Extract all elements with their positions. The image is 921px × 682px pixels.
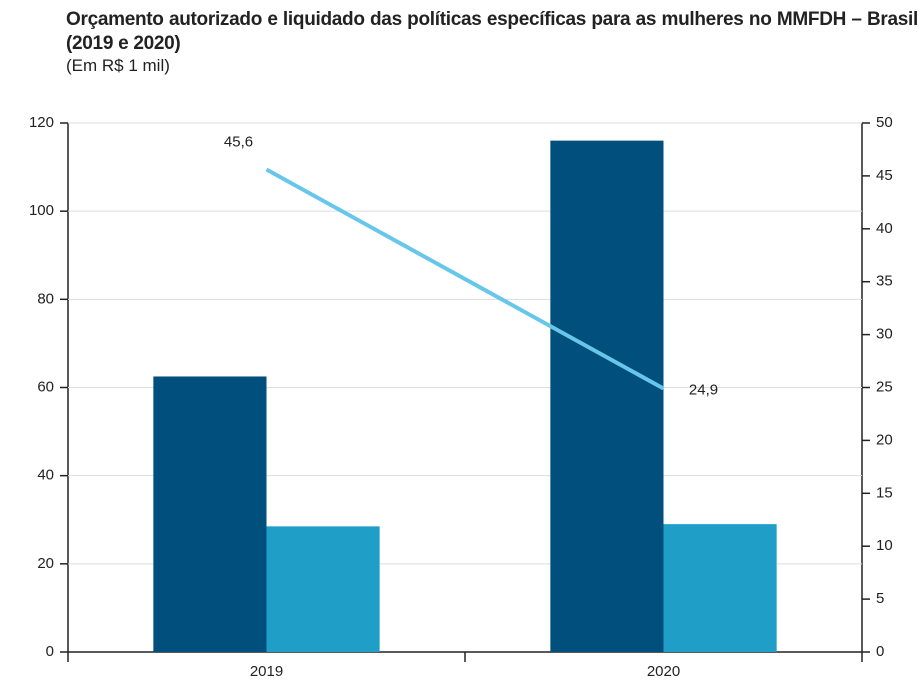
data-label: 24,9	[689, 382, 718, 399]
y2-tick-label: 25	[876, 378, 893, 395]
bar	[663, 524, 777, 652]
x-tick-label: 2020	[647, 663, 680, 680]
y2-tick-label: 40	[876, 220, 893, 237]
y-tick-label: 80	[37, 290, 54, 307]
data-label: 45,6	[224, 134, 253, 151]
x-tick-label: 2019	[250, 663, 283, 680]
chart-title: Orçamento autorizado e liquidado das pol…	[66, 9, 918, 54]
bar	[153, 376, 267, 652]
y2-tick-label: 10	[876, 537, 893, 554]
y-tick-label: 100	[29, 202, 54, 219]
y2-tick-label: 30	[876, 326, 893, 343]
y-tick-label: 40	[37, 467, 54, 484]
y-tick-label: 60	[37, 378, 54, 395]
y-tick-label: 0	[46, 643, 54, 660]
y2-tick-label: 20	[876, 431, 893, 448]
y2-tick-label: 50	[876, 114, 893, 131]
y2-tick-label: 45	[876, 167, 893, 184]
y-tick-label: 20	[37, 555, 54, 572]
y2-tick-label: 0	[876, 643, 884, 660]
bar	[266, 526, 380, 652]
y2-tick-label: 35	[876, 273, 893, 290]
line	[265, 167, 665, 391]
y-tick-label: 120	[29, 114, 54, 131]
y2-tick-label: 5	[876, 590, 884, 607]
chart-subtitle: (Em R$ 1 mil)	[66, 56, 170, 75]
bar	[550, 140, 664, 652]
y2-tick-label: 15	[876, 484, 893, 501]
